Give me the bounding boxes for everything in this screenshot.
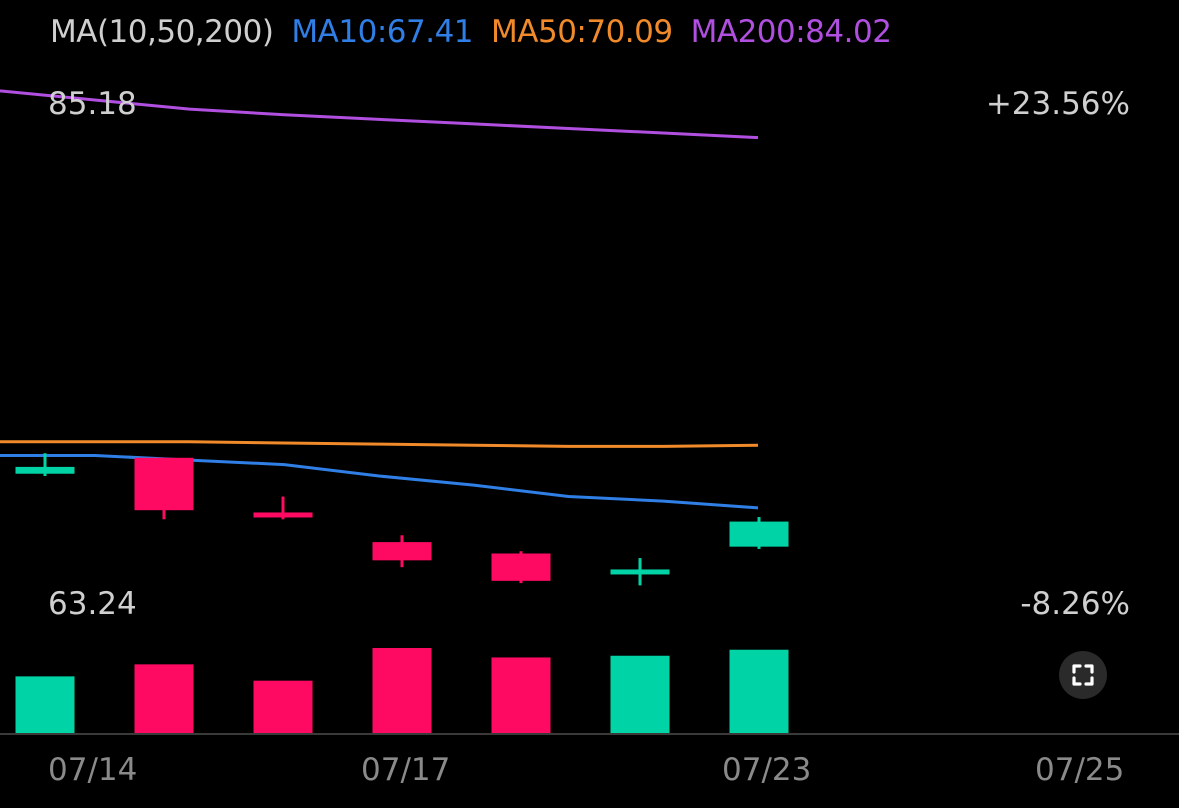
ma50-legend-value: MA50:70.09: [491, 14, 673, 50]
volume-bar: [134, 664, 194, 734]
candle[interactable]: [15, 453, 75, 477]
candle-body: [491, 553, 551, 581]
candle-body: [372, 542, 432, 561]
volume-bar: [491, 657, 551, 734]
expand-button[interactable]: [1059, 651, 1107, 699]
candle-body: [15, 466, 75, 474]
x-tick-label: 07/14: [48, 752, 138, 788]
pct-high-label: +23.56%: [985, 86, 1130, 122]
x-tick-label: 07/25: [1035, 752, 1125, 788]
candle-body: [729, 521, 789, 547]
candle[interactable]: [491, 551, 551, 584]
pct-low-label: -8.26%: [1020, 586, 1130, 622]
ma-params-label: MA(10,50,200): [50, 14, 274, 50]
x-tick-label: 07/23: [722, 752, 812, 788]
ma10-legend-value: MA10:67.41: [291, 14, 474, 50]
price-low-label: 63.24: [48, 586, 137, 622]
candle-body: [253, 512, 313, 518]
candle-body: [610, 569, 670, 575]
volume-bar: [610, 655, 670, 734]
ma-legend: MA(10,50,200) MA10:67.41 MA50:70.09 MA200:8…: [50, 14, 909, 50]
candle[interactable]: [610, 558, 670, 586]
ma200-legend-value: MA200:84.02: [690, 14, 892, 50]
candle-body: [134, 457, 194, 511]
ma200-line: [0, 89, 759, 140]
price-high-label: 85.18: [48, 86, 137, 122]
candle[interactable]: [729, 517, 789, 549]
volume-bar: [15, 676, 75, 734]
volume-bar: [729, 649, 789, 734]
volume-bar: [372, 648, 432, 734]
volume-bar: [253, 680, 313, 734]
candle[interactable]: [253, 496, 313, 520]
ma50-line: [0, 440, 759, 448]
candle[interactable]: [134, 457, 194, 520]
ma10-line: [0, 454, 759, 510]
candle[interactable]: [372, 535, 432, 568]
x-tick-label: 07/17: [361, 752, 451, 788]
expand-icon: [1072, 664, 1094, 686]
